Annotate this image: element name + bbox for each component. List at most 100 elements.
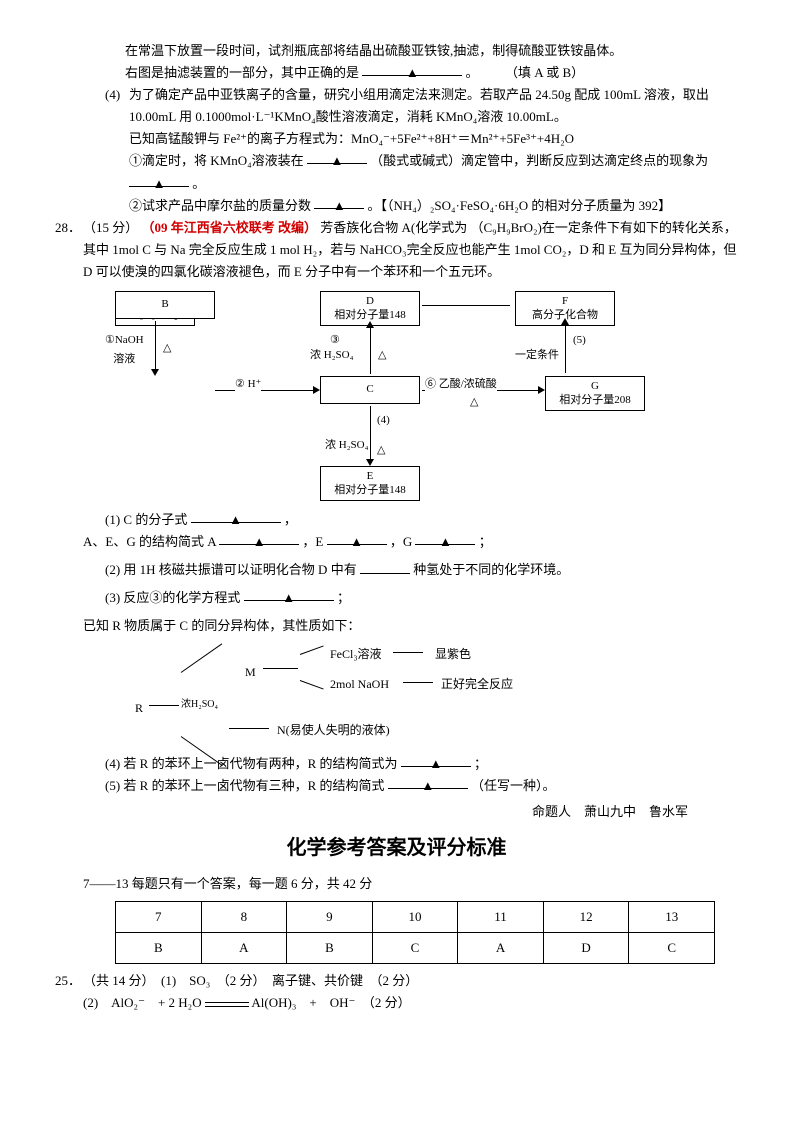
l: [393, 652, 423, 653]
l: [300, 680, 324, 689]
label-4: (4): [105, 84, 129, 106]
blank-acidbase: [307, 150, 367, 164]
sub4: (4) 若 R 的苯环上一卤代物有两种，R 的结构简式为 ；: [55, 753, 738, 775]
lbl-4b: 浓 H₂SO₄: [325, 436, 368, 455]
t: 相对分子量148: [325, 483, 415, 497]
lbl-3b: 浓 H₂SO₄: [310, 346, 353, 365]
box-g: G 相对分子量208: [545, 376, 645, 411]
a25-line1: （共 14 分） (1) SO₃ （2 分） 离子键、共价键 （2 分）: [83, 970, 738, 992]
blank-fraction: [314, 195, 364, 209]
t: B: [161, 298, 168, 310]
t: ，: [284, 512, 297, 527]
delta-icon: △: [378, 346, 386, 365]
reaction-diagram: A C₉H₉BrO₂ B C D 相对分子量148 E 相对分子量148 F 高…: [115, 291, 675, 501]
l: [229, 728, 269, 729]
t: (2) AlO₂⁻ + 2 H₂O: [83, 995, 202, 1010]
answer-table: 7 8 9 10 11 12 13 B A B C A D C: [115, 901, 715, 964]
t: 若 R 的苯环上一卤代物有三种，R 的结构简式: [123, 778, 384, 793]
item4-text: 为了确定产品中亚铁离子的含量，研究小组用滴定法来测定。若取产品 24.50g 配…: [129, 84, 738, 128]
l: [403, 682, 433, 683]
t: (1): [105, 512, 120, 527]
known-equation: 已知高锰酸钾与 Fe²⁺的离子方程式为：MnO₄⁻+5Fe²⁺+8H⁺＝Mn²⁺…: [129, 128, 738, 150]
lbl-m: M: [245, 662, 256, 682]
sub2: (2) 用 1H 核磁共振谱可以证明化合物 D 中有 种氢处于不同的化学环境。: [55, 559, 738, 581]
t: (5): [105, 778, 120, 793]
known-r: 已知 R 物质属于 C 的同分异构体，其性质如下：: [55, 615, 738, 637]
arr-df-h: [422, 305, 510, 306]
cell: 8: [201, 901, 287, 932]
cell: B: [287, 932, 373, 963]
delta-icon: △: [470, 393, 478, 412]
t: 。: [192, 176, 205, 191]
t: 浓H₂SO₄: [181, 696, 218, 713]
t: 2mol NaOH: [330, 674, 389, 694]
line-crystallize: 在常温下放置一段时间，试剂瓶底部将结晶出硫酸亚铁铵,抽滤，制得硫酸亚铁铵晶体。: [55, 40, 738, 62]
lbl-5: (5): [573, 331, 586, 350]
t: 种氢处于不同的化学环境。: [413, 562, 569, 577]
cell: 13: [629, 901, 715, 932]
tri: [151, 369, 159, 376]
t: D: [325, 294, 415, 308]
blank-r2: [401, 753, 471, 767]
t: ①NaOH: [105, 331, 144, 350]
sub3: (3) 反应③的化学方程式 ；: [55, 587, 738, 609]
sub5: (5) 若 R 的苯环上一卤代物有三种，R 的结构简式 （任写一种）。: [55, 775, 738, 797]
lbl-4: (4): [377, 411, 390, 430]
equilibrium-arrow-icon: [205, 1002, 249, 1007]
a25-line2: (2) AlO₂⁻ + 2 H₂O Al(OH)₃ + OH⁻ （2 分）: [83, 992, 738, 1014]
text: 。: [466, 65, 479, 80]
t: F: [520, 294, 610, 308]
a25-num: 25．: [55, 970, 83, 992]
t: C 的分子式: [123, 512, 187, 527]
box-e: E 相对分子量148: [320, 466, 420, 501]
t: FeCl₃溶液: [330, 644, 382, 664]
t: ①滴定时，将 KMnO₄溶液装在: [129, 153, 304, 168]
t: 用 1H 核磁共振谱可以证明化合物 D 中有: [123, 562, 356, 577]
arrow-gf: [565, 323, 566, 373]
lbl-5b: 一定条件: [515, 346, 559, 365]
blank-endpoint: [129, 173, 189, 187]
t: 相对分子量208: [550, 393, 640, 407]
t: Al(OH)₃ + OH⁻ （2 分）: [251, 995, 410, 1010]
t: G: [550, 379, 640, 393]
t: (4): [105, 756, 120, 771]
cell: B: [116, 932, 202, 963]
l: [300, 645, 324, 654]
t: ；: [474, 756, 487, 771]
cell: 12: [543, 901, 629, 932]
cell: D: [543, 932, 629, 963]
t: （酸式或碱式）滴定管中，判断反应到达滴定终点的现象为: [370, 153, 708, 168]
lbl-6: ⑥ 乙酸/浓硫酸: [425, 375, 497, 394]
blank-filter: [362, 62, 462, 76]
blank-eq3: [244, 587, 334, 601]
l: [263, 668, 298, 669]
arrow-ab: [155, 321, 156, 371]
t: A、E、G 的结构简式 A: [83, 534, 216, 549]
a25: 25． （共 14 分） (1) SO₃ （2 分） 离子键、共价键 （2 分）…: [55, 970, 738, 1014]
q28-number: 28．: [55, 217, 83, 239]
points: （15 分）: [83, 220, 138, 235]
line-filter-device: 右图是抽滤装置的一部分，其中正确的是 。 （填 A 或 B）: [55, 62, 738, 84]
arrow-cd: [370, 326, 371, 374]
blank-g: [415, 531, 475, 545]
credit-line: 命题人 萧山九中 鲁水军: [55, 801, 738, 823]
hint: （填 A 或 B）: [505, 65, 584, 80]
item4-body: 为了确定产品中亚铁离子的含量，研究小组用滴定法来测定。若取产品 24.50g 配…: [129, 84, 738, 217]
t: 。【（NH₄）₂SO₄·FeSO₄·6H₂O 的相对分子质量为 392】: [368, 198, 672, 213]
blank-e: [327, 531, 387, 545]
tri: [366, 321, 374, 328]
t: 显紫色: [435, 644, 471, 664]
blank-a: [219, 531, 299, 545]
l: [181, 643, 223, 672]
t: 溶液: [113, 353, 135, 365]
cell: C: [629, 932, 715, 963]
table-row-answers: B A B C A D C: [116, 932, 715, 963]
cell: 7: [116, 901, 202, 932]
t: ；: [479, 534, 492, 549]
q28: 28． （15 分） （09 年江西省六校联考 改编） 芳香族化合物 A(化学式…: [55, 217, 738, 283]
t: E: [325, 469, 415, 483]
t: 反应③的化学方程式: [123, 590, 240, 605]
t: ②试求产品中摩尔盐的质量分数: [129, 198, 311, 213]
cell: A: [458, 932, 544, 963]
lbl-r: R: [135, 698, 143, 718]
